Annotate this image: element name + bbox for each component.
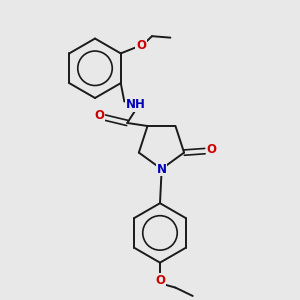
Text: N: N [157, 163, 166, 176]
Text: O: O [155, 274, 165, 287]
Text: NH: NH [126, 98, 146, 111]
Text: O: O [206, 143, 216, 156]
Text: O: O [94, 109, 104, 122]
Text: O: O [136, 39, 146, 52]
